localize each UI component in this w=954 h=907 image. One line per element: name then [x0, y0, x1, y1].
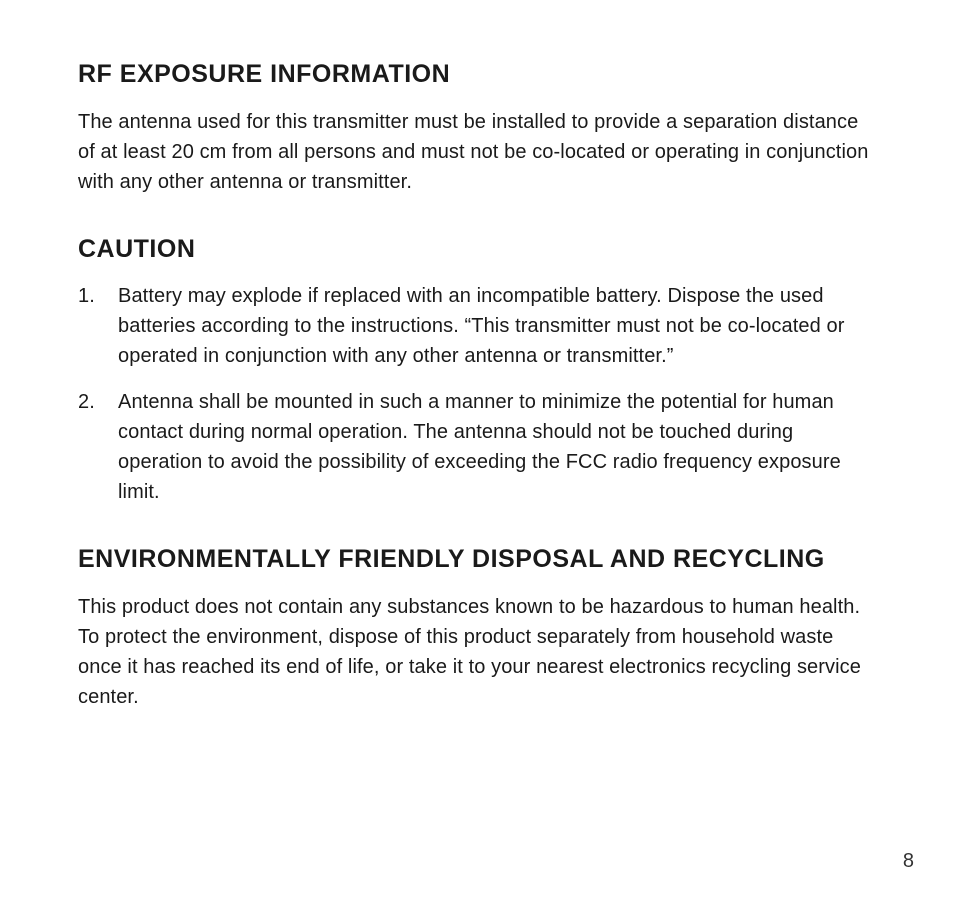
heading-caution: CAUTION [78, 233, 876, 266]
paragraph-disposal: This product does not contain any substa… [78, 592, 876, 712]
page-number: 8 [903, 850, 914, 873]
paragraph-rf-exposure: The antenna used for this transmitter mu… [78, 107, 876, 197]
list-item: 2. Antenna shall be mounted in such a ma… [78, 387, 876, 507]
heading-disposal: ENVIRONMENTALLY FRIENDLY DISPOSAL AND RE… [78, 543, 876, 576]
document-page: RF EXPOSURE INFORMATION The antenna used… [0, 0, 954, 907]
list-item-number: 1. [78, 281, 108, 311]
caution-list: 1. Battery may explode if replaced with … [78, 281, 876, 507]
list-item: 1. Battery may explode if replaced with … [78, 281, 876, 371]
heading-rf-exposure: RF EXPOSURE INFORMATION [78, 58, 876, 91]
list-item-text: Antenna shall be mounted in such a manne… [118, 391, 841, 503]
list-item-number: 2. [78, 387, 108, 417]
list-item-text: Battery may explode if replaced with an … [118, 285, 845, 367]
